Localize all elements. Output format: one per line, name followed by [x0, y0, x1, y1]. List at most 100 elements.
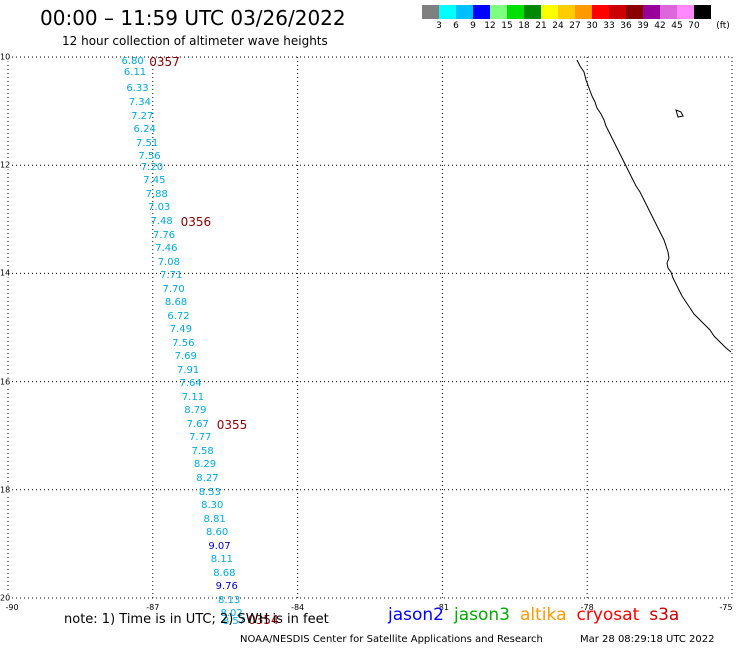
pass-time-label: 0356: [180, 215, 212, 229]
wave-height-value: 7.64: [179, 378, 202, 390]
wave-height-value: 7.71: [160, 270, 183, 282]
legend-swatch: [609, 5, 626, 19]
mission-label-cryosat: cryosat: [576, 605, 640, 625]
wave-height-value: 8.81: [203, 513, 226, 525]
note-text: note: 1) Time is in UTC; 2) SWH is in fe…: [64, 612, 329, 627]
mission-label-jason2: jason2: [388, 605, 444, 625]
wave-height-value: 8.68: [164, 297, 188, 309]
wave-height-value: 8.27: [196, 472, 219, 484]
legend-label: 42: [654, 21, 666, 31]
wave-height-value: 7.58: [191, 445, 214, 457]
wave-height-value: 7.08: [157, 256, 180, 268]
longitude-label: -84: [291, 603, 305, 612]
legend-label: 33: [603, 21, 615, 31]
color-legend: 3 6 9 12 15 18 21 24 27 30 33 36 39 42 45 70 (ft): [422, 5, 740, 33]
mission-label-altika: altika: [520, 605, 567, 625]
island: [675, 109, 684, 118]
coastline: [576, 59, 732, 353]
wave-height-value: 8.60: [205, 527, 229, 539]
wave-height-value: 7.56: [138, 151, 161, 163]
wave-height-value: 7.76: [152, 229, 176, 241]
wave-height-value: 7.27: [131, 110, 154, 122]
wave-height-value: 8.68: [213, 567, 236, 579]
wave-height-value: 8.30: [201, 500, 224, 512]
legend-labels: 3 6 9 12 15 18 21 24 27 30 33 36 39 42 45 70 (ft): [422, 19, 740, 33]
page-subtitle: 12 hour collection of altimeter wave hei…: [62, 34, 328, 48]
legend-label: 6: [453, 21, 459, 31]
wave-height-value: 7.48: [150, 216, 173, 227]
legend-label: 3: [436, 21, 442, 31]
latitude-label: 16: [0, 377, 11, 387]
wave-height-value: 7.49: [169, 324, 193, 336]
latitude-label: 18: [0, 485, 11, 495]
legend-swatch: [422, 5, 439, 19]
wave-height-value: 6.24: [133, 124, 156, 136]
legend-swatch: [541, 5, 558, 19]
legend-swatch: [694, 5, 711, 19]
legend-label: 15: [501, 21, 513, 31]
longitude-label: -78: [580, 603, 594, 612]
wave-height-value: 6.80: [121, 56, 144, 68]
wave-height-value: 8.02: [220, 608, 243, 620]
wave-height-value: 7.03: [148, 202, 171, 214]
latitude-label: 20: [0, 593, 11, 603]
legend-label: 27: [569, 21, 581, 31]
wave-height-value: 7.56: [172, 337, 195, 349]
pass-time-label: 0357: [149, 55, 180, 70]
latitude-label: 14: [0, 268, 11, 278]
legend-swatch: [439, 5, 456, 19]
latitude-label: 10: [0, 52, 11, 62]
legend-swatches: [422, 5, 740, 19]
wave-height-value: 7.67: [186, 418, 209, 430]
legend-swatch: [643, 5, 660, 19]
legend-swatch: [558, 5, 575, 19]
pass-time-label: 0354: [248, 612, 279, 627]
legend-unit: (ft): [716, 21, 730, 31]
legend-label: 12: [484, 21, 496, 31]
legend-swatch: [524, 5, 541, 19]
legend-label: 45: [671, 21, 683, 31]
longitude-label: -81: [435, 603, 449, 612]
legend-swatch: [490, 5, 507, 19]
wave-height-value: 8.57: [222, 616, 246, 628]
footer-credit: NOAA/NESDIS Center for Satellite Applica…: [240, 634, 543, 645]
wave-height-value: 7.34: [128, 96, 151, 108]
legend-swatch: [660, 5, 677, 19]
wave-height-value: 8.29: [193, 459, 217, 471]
lat-lon-grid: [7, 56, 733, 599]
wave-height-value: 8.53: [198, 486, 221, 498]
legend-label: 70: [688, 21, 700, 31]
longitude-label: -87: [146, 603, 160, 612]
page-title: 00:00 – 11:59 UTC 03/26/2022: [40, 6, 346, 30]
wave-height-value: 8.13: [218, 594, 241, 606]
pass-time-label: 0355: [216, 417, 248, 432]
mission-label-s3a: s3a: [649, 605, 680, 625]
wave-height-value: 8.79: [184, 405, 207, 417]
legend-label: 18: [518, 21, 530, 31]
wave-height-value: 7.51: [135, 137, 159, 149]
legend-label: 24: [552, 21, 564, 31]
legend-swatch: [626, 5, 643, 19]
wave-height-value: 7.88: [145, 188, 168, 200]
longitude-label: -90: [5, 603, 19, 612]
wave-height-value: 6.72: [167, 310, 190, 322]
wave-height-value: 9.07: [208, 540, 231, 552]
footer-timestamp: Mar 28 08:29:18 UTC 2022: [580, 634, 715, 645]
wave-height-value: 7.11: [181, 391, 205, 403]
wave-height-value: 7.70: [162, 283, 185, 295]
wave-height-value: 8.11: [210, 554, 234, 566]
legend-label: 36: [620, 21, 632, 31]
legend-swatch: [473, 5, 490, 19]
wave-height-value: 7.45: [143, 175, 166, 187]
wave-height-value: 6.33: [126, 83, 149, 95]
legend-swatch: [575, 5, 592, 19]
wave-height-value: 7.77: [189, 432, 212, 444]
legend-label: 30: [586, 21, 598, 31]
mission-label-jason3: jason3: [454, 605, 510, 625]
wave-height-value: 6.11: [123, 67, 147, 79]
wave-height-value: 7.69: [174, 351, 197, 363]
legend-label: 9: [470, 21, 476, 31]
longitude-label: -75: [719, 603, 733, 612]
legend-label: 21: [535, 21, 547, 31]
